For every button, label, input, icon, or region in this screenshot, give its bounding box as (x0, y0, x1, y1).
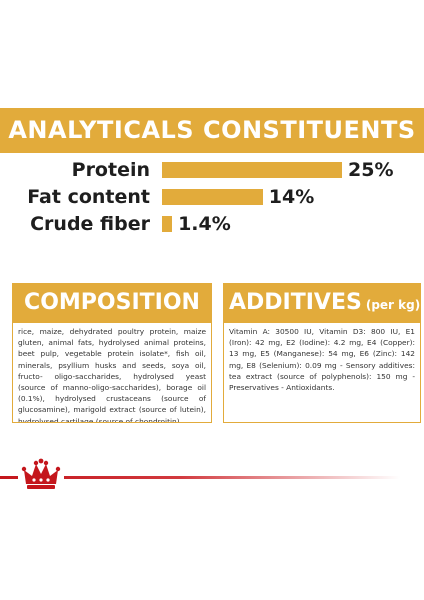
constituent-bar (162, 189, 263, 205)
footer-divider (0, 476, 400, 479)
additives-text: Vitamin A: 30500 IU, Vitamin D3: 800 IU,… (223, 323, 421, 423)
additives-subtitle: (per kg) (365, 298, 421, 312)
constituent-row-fat: Fat content 14% (0, 183, 424, 211)
constituent-label: Protein (71, 159, 150, 181)
constituent-row-fiber: Crude fiber 1.4% (0, 210, 424, 238)
brand-logo (18, 458, 64, 494)
crown-icon (18, 458, 64, 494)
constituent-bar (162, 162, 342, 178)
additives-heading: ADDITIVES (per kg) (223, 283, 421, 323)
constituent-label: Fat content (27, 186, 150, 208)
constituent-value: 25% (348, 159, 394, 181)
composition-text: rice, maize, dehydrated poultry protein,… (12, 323, 212, 423)
constituent-value: 14% (268, 186, 315, 208)
composition-heading: COMPOSITION (12, 283, 212, 323)
section-title: ANALYTICALS CONSTITUENTS (8, 116, 416, 144)
constituent-value: 1.4% (178, 213, 231, 235)
additives-title: ADDITIVES (229, 290, 362, 315)
constituent-label: Crude fiber (30, 213, 150, 235)
constituent-row-protein: Protein 25% (0, 156, 424, 184)
header-band: ANALYTICALS CONSTITUENTS (0, 108, 424, 153)
constituent-bar (162, 216, 173, 232)
